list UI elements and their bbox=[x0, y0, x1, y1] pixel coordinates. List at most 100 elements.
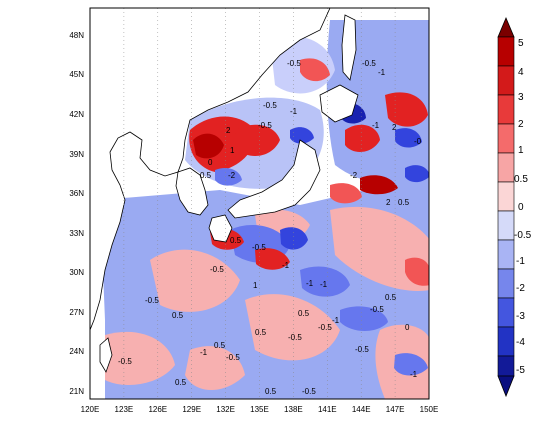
colorbar-top-arrow bbox=[497, 16, 515, 38]
contour-label: -0.5 bbox=[118, 357, 132, 366]
lat-tick-label: 30N bbox=[69, 268, 84, 277]
map-panel: -0.5 -0.5 -1 -0.5 2 -0.5 -1 -1 1 0 -2 0.… bbox=[89, 7, 430, 400]
strong-negative-anomaly bbox=[290, 127, 314, 144]
colorbar-label: 0.5 bbox=[514, 174, 528, 185]
colorbar-segment bbox=[497, 239, 515, 270]
lat-tick-label: 39N bbox=[69, 150, 84, 159]
negative-core bbox=[394, 353, 428, 376]
colorbar-label: -1 bbox=[516, 256, 525, 267]
lon-axis: 120E 123E 126E 129E 132E 135E 138E 141E … bbox=[81, 405, 439, 414]
contour-label: 0.5 bbox=[265, 387, 277, 396]
asian-mainland bbox=[90, 8, 331, 331]
contour-label: -2 bbox=[350, 171, 358, 180]
contour-label: -0.5 bbox=[370, 305, 384, 314]
contour-label: -0.5 bbox=[288, 333, 302, 342]
lon-tick-label: 126E bbox=[148, 405, 167, 414]
contour-label: -0 bbox=[414, 137, 422, 146]
strong-positive-anomaly bbox=[193, 133, 224, 159]
contour-label: 0.5 bbox=[230, 236, 242, 245]
contour-label: -0.5 bbox=[287, 59, 301, 68]
lon-tick-label: 129E bbox=[182, 405, 201, 414]
contour-label: -1 bbox=[200, 348, 208, 357]
positive-patch bbox=[185, 346, 245, 390]
lat-tick-label: 48N bbox=[69, 31, 84, 40]
colorbar-segment bbox=[497, 94, 515, 125]
lat-tick-label: 24N bbox=[69, 347, 84, 356]
positive-patch bbox=[245, 294, 340, 361]
strong-positive-anomaly bbox=[235, 124, 280, 156]
contour-label: -0.5 bbox=[318, 323, 332, 332]
strong-negative-anomaly bbox=[395, 128, 422, 148]
contour-label: 0.5 bbox=[200, 171, 212, 180]
lon-tick-label: 141E bbox=[318, 405, 337, 414]
contour-label: -1 bbox=[290, 107, 298, 116]
colorbar-segment bbox=[497, 210, 515, 241]
colorbar-label: -3 bbox=[516, 311, 525, 322]
colorbar-label: -4 bbox=[516, 337, 525, 348]
colorbar-label: -5 bbox=[516, 365, 525, 376]
colorbar-segment bbox=[497, 152, 515, 183]
contour-label: 2 bbox=[386, 198, 391, 207]
strong-negative-anomaly bbox=[280, 227, 308, 250]
colorbar-segment bbox=[497, 123, 515, 154]
contour-label: -1 bbox=[306, 279, 314, 288]
contour-label: -0.5 bbox=[355, 345, 369, 354]
contour-label: -0.5 bbox=[210, 265, 224, 274]
contour-label: 0.5 bbox=[175, 378, 187, 387]
strong-positive-anomaly bbox=[385, 92, 428, 127]
contour-label: 0.5 bbox=[172, 311, 184, 320]
strong-positive-anomaly bbox=[360, 175, 398, 195]
contour-label: -0.5 bbox=[145, 296, 159, 305]
strong-negative-anomaly bbox=[405, 165, 429, 183]
positive-patch bbox=[105, 331, 175, 385]
lat-tick-label: 42N bbox=[69, 110, 84, 119]
colorbar-label: 1 bbox=[518, 145, 524, 156]
colorbar-segment bbox=[497, 36, 515, 67]
colorbar-segment bbox=[497, 297, 515, 328]
map-frame bbox=[89, 7, 430, 400]
taiwan-island bbox=[99, 337, 113, 373]
lat-tick-label: 45N bbox=[69, 70, 84, 79]
negative-core bbox=[340, 306, 388, 331]
lon-tick-label: 144E bbox=[352, 405, 371, 414]
anomaly-field bbox=[90, 8, 429, 399]
colorbar: 5 4 3 2 1 0.5 0 -0.5 -1 -2 -3 -4 -5 bbox=[497, 16, 532, 398]
lon-tick-label: 123E bbox=[115, 405, 134, 414]
colorbar-segment bbox=[497, 181, 515, 212]
colorbar-label: -0.5 bbox=[514, 230, 532, 241]
contour-label: 0.5 bbox=[255, 328, 267, 337]
strong-positive-anomaly bbox=[330, 183, 362, 204]
contour-label: -0.5 bbox=[258, 121, 272, 130]
contour-label: -1 bbox=[320, 280, 328, 289]
colorbar-label: 0 bbox=[518, 202, 524, 213]
colorbar-segment bbox=[497, 355, 515, 377]
contour-label: 2 bbox=[226, 126, 231, 135]
positive-patch bbox=[330, 206, 429, 291]
contour-label: 0.5 bbox=[298, 309, 310, 318]
contour-label: -0.5 bbox=[252, 243, 266, 252]
korean-peninsula bbox=[175, 167, 209, 216]
lat-tick-label: 33N bbox=[69, 229, 84, 238]
strong-positive-anomaly bbox=[405, 257, 429, 286]
negative-core bbox=[300, 266, 350, 297]
japan-hokkaido bbox=[319, 84, 359, 123]
lon-tick-label: 147E bbox=[386, 405, 405, 414]
strong-positive-anomaly bbox=[255, 248, 290, 270]
colorbar-label: 2 bbox=[518, 119, 524, 130]
lon-tick-label: 135E bbox=[250, 405, 269, 414]
contour-label: 0.5 bbox=[214, 341, 226, 350]
colorbar-segment bbox=[497, 326, 515, 357]
colorbar-bottom-arrow bbox=[497, 375, 515, 398]
contour-label: -1 bbox=[332, 316, 340, 325]
contour-label: -1 bbox=[378, 68, 386, 77]
lon-tick-label: 150E bbox=[420, 405, 439, 414]
contour-label: 2 bbox=[392, 123, 397, 132]
contour-label: -0.5 bbox=[302, 387, 316, 396]
contour-label: 0.5 bbox=[385, 293, 397, 302]
japan-honshu bbox=[227, 139, 321, 219]
colorbar-segment bbox=[497, 268, 515, 299]
contour-label: 0 bbox=[208, 158, 213, 167]
colorbar-label: 5 bbox=[518, 38, 524, 49]
strong-positive-anomaly bbox=[300, 58, 330, 82]
contour-label: -0.5 bbox=[362, 59, 376, 68]
